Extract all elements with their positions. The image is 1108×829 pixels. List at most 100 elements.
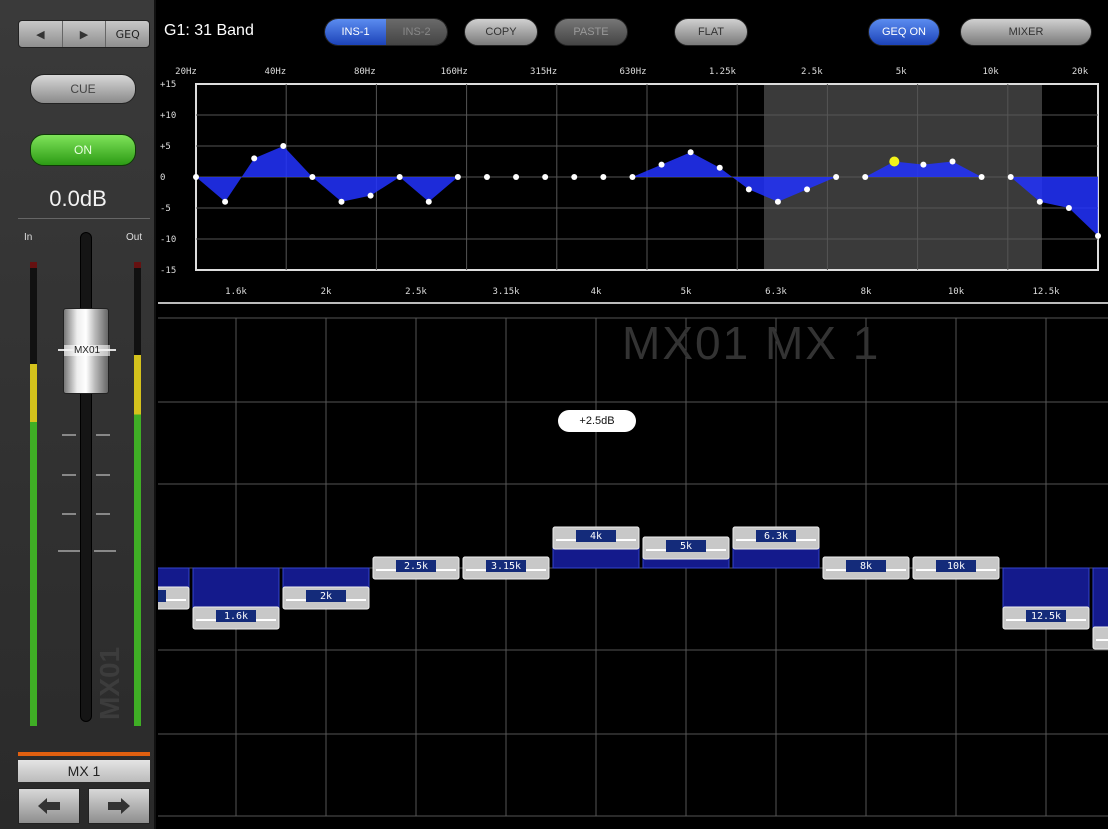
- band-label: 5k: [681, 287, 692, 297]
- band-point: [600, 174, 607, 180]
- eq-curve-panel[interactable]: 20Hz 40Hz 80Hz 160Hz 315Hz 630Hz 1.25k 2.5k 5k 10…: [158, 58, 1108, 304]
- fader-knob-label: MX01: [64, 345, 110, 356]
- handle-line: [158, 599, 186, 601]
- ins2-button[interactable]: INS-2: [386, 19, 447, 45]
- fader-tick: [58, 550, 80, 552]
- band-gain-bar: [1092, 567, 1108, 639]
- out-peak-led: [134, 262, 141, 268]
- band-fader[interactable]: 6.3k: [732, 526, 820, 569]
- eq-curve-graph: 20Hz 40Hz 80Hz 160Hz 315Hz 630Hz 1.25k 2.5k 5k 10…: [160, 67, 1101, 297]
- band-label-box: [666, 540, 706, 552]
- flat-button[interactable]: FLAT: [674, 18, 748, 46]
- freq-tick-label: 5k: [896, 67, 907, 77]
- band-label-box: [216, 610, 256, 622]
- freq-tick-label: 40Hz: [265, 67, 287, 77]
- triangle-left-icon: ◀: [36, 27, 45, 41]
- band-label-box: [158, 590, 166, 602]
- prev-channel-button[interactable]: [18, 788, 80, 824]
- band-point: [571, 174, 578, 180]
- next-page-button[interactable]: ▶: [63, 21, 107, 47]
- fader-track[interactable]: [80, 232, 92, 722]
- vertical-channel-name: MX01: [94, 646, 125, 720]
- band-point: [1007, 174, 1014, 180]
- channel-watermark: MX01 MX 1: [622, 317, 881, 369]
- db-tick-label: +15: [160, 80, 176, 90]
- band-point: [251, 155, 258, 162]
- band-point: [978, 174, 985, 180]
- band-fader-panel[interactable]: k 1.6k 2k 2.5k 3.15k 4k 5k 6.3k 8k 10k 12.5k MX01 …: [158, 306, 1108, 829]
- band-fader[interactable]: [1092, 567, 1108, 650]
- band-label: 10k: [948, 287, 965, 297]
- on-button[interactable]: ON: [30, 134, 136, 166]
- mixer-button[interactable]: MIXER: [960, 18, 1092, 46]
- prev-page-button[interactable]: ◀: [19, 21, 63, 47]
- band-point: [629, 174, 636, 180]
- in-peak-led: [30, 262, 37, 268]
- band-point: [687, 149, 694, 156]
- page-title: G1: 31 Band: [164, 22, 254, 39]
- channel-name[interactable]: MX 1: [18, 760, 150, 782]
- db-tick-label: 0: [160, 173, 165, 183]
- band-fader-label: 8k: [860, 561, 872, 572]
- band-fader[interactable]: 8k: [822, 556, 910, 580]
- insert-selector: INS-1 INS-2: [324, 18, 448, 46]
- freq-tick-label: 160Hz: [441, 67, 468, 77]
- band-fader[interactable]: 12.5k: [1002, 567, 1090, 630]
- band-point: [425, 198, 432, 205]
- geq-on-button[interactable]: GEQ ON: [868, 18, 940, 46]
- triangle-right-icon: ▶: [79, 27, 89, 41]
- ins1-button[interactable]: INS-1: [325, 19, 386, 45]
- fader-tick: [96, 474, 110, 476]
- next-channel-button[interactable]: [88, 788, 150, 824]
- eq-curve-area: [196, 146, 1098, 236]
- freq-tick-label: 10k: [982, 67, 999, 77]
- band-point: [396, 174, 403, 180]
- band-fader[interactable]: 2.5k: [372, 556, 460, 580]
- band-fader-label: 12.5k: [1031, 611, 1061, 622]
- band-fader[interactable]: 3.15k: [462, 556, 550, 580]
- arrow-left-icon: [38, 798, 60, 814]
- freq-tick-label: 80Hz: [354, 67, 376, 77]
- cue-button[interactable]: CUE: [30, 74, 136, 104]
- band-point: [920, 161, 927, 168]
- band-fader[interactable]: 1.6k: [192, 567, 280, 630]
- band-fader[interactable]: k: [158, 567, 190, 610]
- band-label: 1.6k: [225, 287, 247, 297]
- band-point: [949, 158, 956, 165]
- band-point: [483, 174, 490, 180]
- geq-page-label[interactable]: GEQ: [115, 27, 140, 41]
- channel-strip: ◀ ▶ GEQ CUE ON 0.0dB In Out MX01 MX01 MX…: [0, 0, 156, 829]
- freq-tick-label: 20k: [1072, 67, 1089, 77]
- band-fader-label: 6.3k: [764, 531, 788, 542]
- band-point: [309, 174, 316, 180]
- band-label: 3.15k: [492, 287, 520, 297]
- band-label: 12.5k: [1032, 287, 1060, 297]
- band-fader[interactable]: 10k: [912, 556, 1000, 580]
- band-fader-label: 10k: [947, 561, 965, 572]
- band-fader-label: 3.15k: [491, 561, 521, 572]
- band-point: [716, 164, 723, 171]
- fader-tick: [96, 434, 110, 436]
- handle-line: [1096, 639, 1108, 641]
- band-label: 2.5k: [405, 287, 427, 297]
- band-label-box: [486, 560, 526, 572]
- band-label-box: [1026, 610, 1066, 622]
- channel-color-bar: [18, 752, 150, 756]
- band-label-box: [396, 560, 436, 572]
- band-fader[interactable]: 4k: [552, 526, 640, 569]
- top-bar: G1: 31 Band INS-1 INS-2 COPY PASTE FLAT …: [158, 14, 1108, 52]
- band-point: [833, 174, 840, 180]
- band-point: [222, 198, 229, 205]
- band-fader[interactable]: 5k: [642, 536, 730, 569]
- out-meter: [134, 262, 141, 726]
- band-label-box: [846, 560, 886, 572]
- fader-knob[interactable]: MX01: [58, 308, 116, 394]
- band-fader[interactable]: 2k: [282, 567, 370, 610]
- db-tick-label: +5: [160, 142, 171, 152]
- out-meter-label: Out: [126, 232, 143, 243]
- paste-button[interactable]: PASTE: [554, 18, 628, 46]
- fader-tick: [62, 434, 76, 436]
- band-label-box: [576, 530, 616, 542]
- band-label: 2k: [321, 287, 332, 297]
- copy-button[interactable]: COPY: [464, 18, 538, 46]
